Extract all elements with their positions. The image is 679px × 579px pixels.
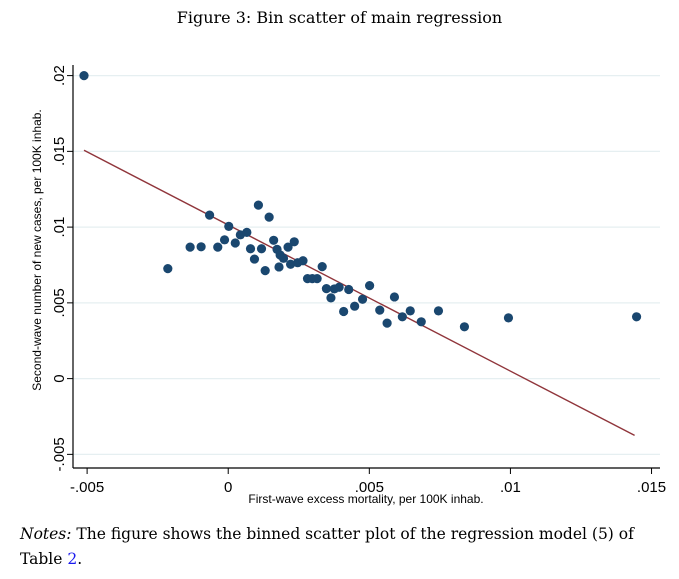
scatter-point bbox=[397, 312, 407, 322]
scatter-point bbox=[79, 71, 89, 81]
gridlines bbox=[73, 75, 660, 455]
figure-notes: Notes: The figure shows the binned scatt… bbox=[20, 522, 670, 572]
scatter-point bbox=[253, 200, 264, 210]
x-tick-label: .005 bbox=[355, 479, 384, 496]
x-tick-label: .015 bbox=[637, 479, 666, 496]
scatter-point bbox=[459, 322, 470, 332]
y-tick-label: .005 bbox=[51, 288, 68, 317]
scatter-point bbox=[365, 280, 375, 291]
y-tick-label: .01 bbox=[51, 217, 68, 238]
scatter-point bbox=[245, 244, 256, 254]
scatter-point bbox=[289, 237, 299, 247]
scatter-point bbox=[317, 262, 327, 272]
scatter-point bbox=[230, 238, 240, 248]
y-tick-label: -.005 bbox=[51, 437, 68, 471]
scatter-point bbox=[416, 317, 426, 327]
scatter-point bbox=[326, 293, 336, 303]
scatter-point bbox=[249, 254, 260, 264]
scatter-point bbox=[185, 242, 195, 252]
scatter-point bbox=[321, 284, 332, 294]
scatter-point bbox=[256, 244, 267, 254]
scatter-point bbox=[285, 259, 296, 269]
scatter-point bbox=[163, 264, 173, 274]
scatter-point bbox=[264, 212, 274, 222]
y-tick-label: .02 bbox=[51, 65, 68, 86]
scatter-point bbox=[405, 306, 415, 316]
x-tick-label: 0 bbox=[224, 479, 232, 496]
scatter-point bbox=[375, 305, 385, 315]
scatter-point bbox=[389, 292, 400, 302]
scatter-point bbox=[382, 318, 392, 328]
scatter-point bbox=[357, 294, 368, 304]
scatter-point bbox=[503, 313, 514, 323]
scatter-point bbox=[312, 274, 322, 284]
notes-text: The figure shows the binned scatter plot… bbox=[20, 525, 634, 568]
scatter-point bbox=[224, 221, 234, 231]
x-axis-title: First-wave excess mortality, per 100K in… bbox=[248, 492, 483, 506]
fit-line-group bbox=[83, 149, 635, 437]
notes-label: Notes: bbox=[20, 525, 72, 543]
bin-scatter-chart: -.005 0 .005 .01 .015 .02 -.005 0 .005 .01 .015 Fi… bbox=[30, 65, 666, 506]
scatter-point bbox=[433, 306, 444, 316]
scatter-point bbox=[219, 235, 230, 245]
scatter-point bbox=[339, 306, 349, 317]
scatter-point bbox=[334, 282, 344, 292]
x-tick-label: -.005 bbox=[70, 479, 104, 496]
points-group bbox=[79, 71, 642, 332]
y-tick-label: .015 bbox=[51, 137, 68, 166]
table-reference-link[interactable]: 2 bbox=[67, 550, 78, 568]
scatter-point bbox=[278, 253, 289, 263]
y-tick-label: 0 bbox=[51, 374, 68, 382]
scatter-point bbox=[260, 265, 270, 276]
scatter-point bbox=[350, 301, 360, 311]
notes-end: . bbox=[77, 550, 83, 568]
scatter-point bbox=[344, 284, 354, 295]
scatter-point bbox=[213, 242, 223, 252]
scatter-point bbox=[204, 210, 215, 220]
axes: -.005 0 .005 .01 .015 .02 -.005 0 .005 .01 .015 bbox=[51, 65, 666, 496]
scatter-point bbox=[196, 242, 206, 252]
scatter-point bbox=[298, 256, 308, 266]
fit-line bbox=[83, 149, 635, 437]
scatter-point bbox=[269, 235, 279, 245]
y-axis-title: Second-wave number of new cases, per 100… bbox=[30, 109, 44, 391]
figure-caption: Figure 3: Bin scatter of main regression bbox=[176, 8, 503, 27]
scatter-point bbox=[274, 262, 284, 272]
x-tick-label: .01 bbox=[500, 479, 521, 496]
scatter-point bbox=[283, 242, 293, 252]
scatter-point bbox=[242, 227, 252, 238]
scatter-point bbox=[631, 312, 642, 322]
